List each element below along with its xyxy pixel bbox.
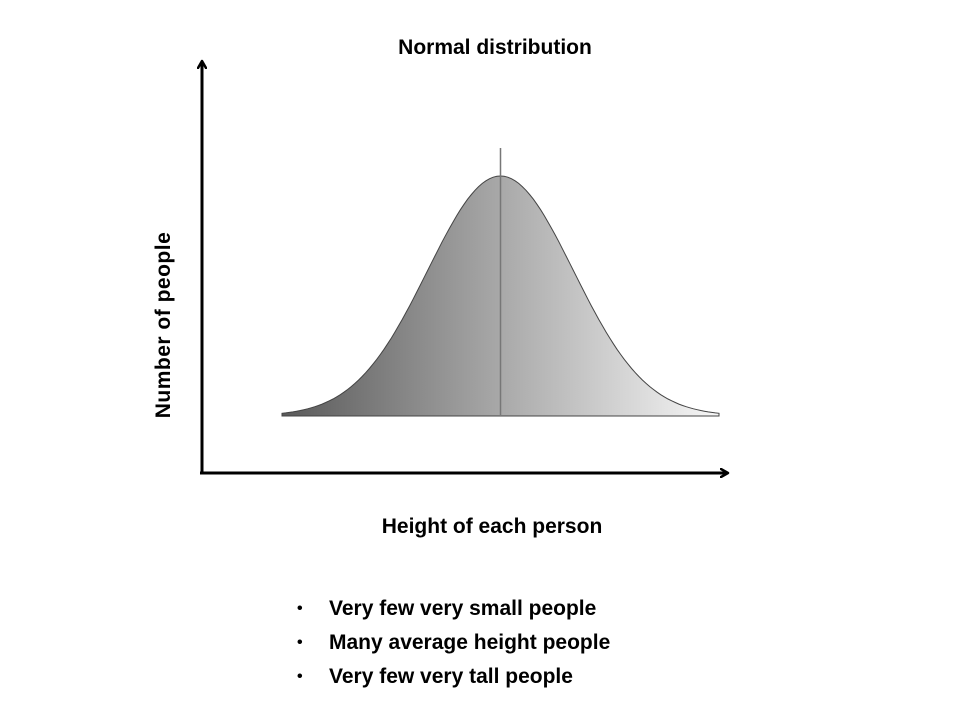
chart-title: Normal distribution bbox=[398, 36, 592, 59]
bullet-dot-icon: • bbox=[297, 668, 303, 685]
x-axis-label: Height of each person bbox=[381, 515, 603, 538]
bullet-item: • Very few very small people bbox=[292, 592, 610, 626]
bullet-item: • Many average height people bbox=[292, 626, 610, 660]
bullet-list: • Very few very small people • Many aver… bbox=[292, 592, 610, 694]
bullet-dot-icon: • bbox=[297, 634, 303, 651]
bullet-item: • Very few very tall people bbox=[292, 660, 610, 694]
bullet-text: Very few very small people bbox=[329, 597, 597, 620]
bullet-dot-icon: • bbox=[297, 600, 303, 617]
y-axis-label: Number of people bbox=[152, 231, 175, 419]
bullet-text: Many average height people bbox=[329, 631, 611, 654]
bullet-text: Very few very tall people bbox=[329, 665, 573, 688]
